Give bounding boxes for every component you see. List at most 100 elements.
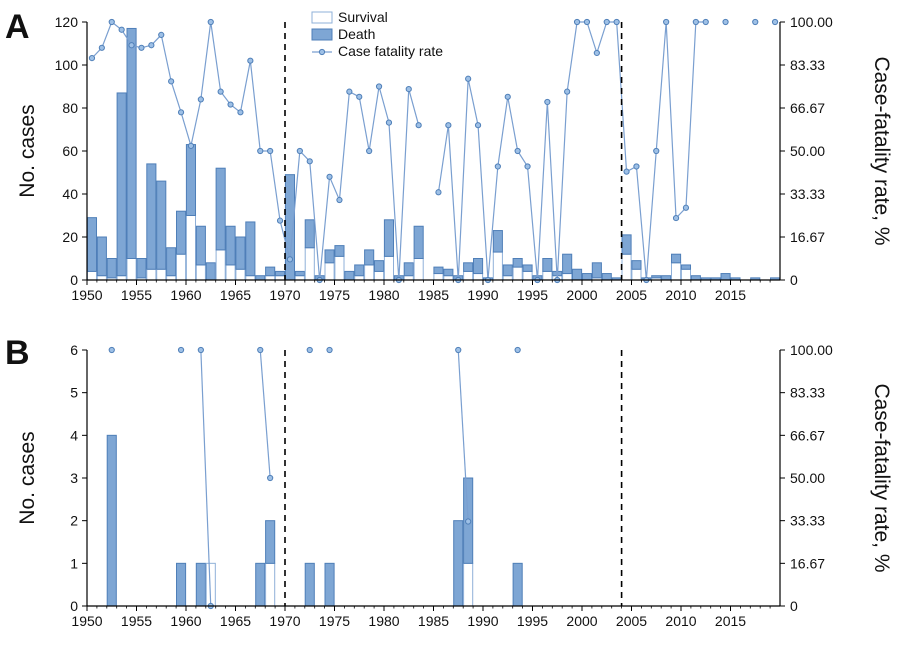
cfr-point-1964 xyxy=(227,101,234,108)
survival-bar-2010 xyxy=(680,268,692,281)
y-tick-label: 1 xyxy=(70,555,78,571)
survival-bar-1968 xyxy=(265,562,276,607)
cfr-point-1952 xyxy=(108,18,115,26)
survival-bar-1959 xyxy=(176,253,187,281)
cfr-point-1965 xyxy=(237,109,244,116)
x-tick-label: 2005 xyxy=(616,287,647,303)
y-tick-label: 3 xyxy=(70,470,78,486)
cfr-point-2002 xyxy=(603,18,610,26)
survival-bar-1968 xyxy=(265,275,276,281)
cfr-point-2011 xyxy=(692,18,699,26)
death-bar-1972 xyxy=(304,219,315,249)
death-bar-1972 xyxy=(304,562,315,607)
x-tick-label: 2010 xyxy=(665,613,696,629)
x-tick-label: 2005 xyxy=(616,613,647,629)
death-bar-1996 xyxy=(542,258,553,272)
cfr-point-2012 xyxy=(702,18,709,26)
y-axis-title: No. cases xyxy=(16,431,39,524)
death-bar-1992 xyxy=(502,264,513,277)
cfr-point-1963 xyxy=(217,88,224,95)
cfr-point-1950 xyxy=(88,55,96,62)
x-tick-label: 2000 xyxy=(566,613,597,629)
cfr-line-segment xyxy=(457,349,469,522)
death-bar-1966 xyxy=(245,221,256,277)
death-bar-1951 xyxy=(96,236,107,277)
death-bar-1983 xyxy=(413,225,424,259)
survival-bar-1954 xyxy=(126,258,137,281)
death-bar-1963 xyxy=(215,167,226,251)
death-bar-1978 xyxy=(364,249,375,266)
cfr-point-1980 xyxy=(385,119,393,126)
cfr-point-1951 xyxy=(98,44,105,51)
survival-bar-1961 xyxy=(195,264,206,281)
cfr-point-1996 xyxy=(544,98,551,106)
survival-bar-1965 xyxy=(235,268,246,281)
y2-axis-title: Case-fatality rate, % xyxy=(870,383,893,572)
cfr-point-1986 xyxy=(445,122,452,129)
survival-bar-1951 xyxy=(96,275,107,281)
death-bar-2008 xyxy=(661,275,672,281)
survival-bar-1998 xyxy=(562,273,573,281)
death-bar-1986 xyxy=(443,268,454,277)
survival-bar-1957 xyxy=(156,268,167,281)
death-bar-1979 xyxy=(374,260,385,272)
y-tick-label: 5 xyxy=(70,385,78,401)
survival-bar-1963 xyxy=(215,249,226,281)
death-bar-1954 xyxy=(126,27,137,260)
survival-bar-2009 xyxy=(671,262,682,281)
panel-a: A 1950 1955 1960 1965 1970 1975 1980 1985 1990 199… xyxy=(5,8,893,303)
x-tick-label: 1980 xyxy=(368,613,399,629)
cfr-point-1968 xyxy=(267,474,274,482)
survival-bar-1975 xyxy=(334,255,345,281)
death-bar-2009 xyxy=(671,253,682,264)
panel-b: B 1950 1955 1960 1965 1970 1975 1980 1985 1990 199… xyxy=(5,334,893,629)
bars xyxy=(106,434,523,607)
death-bar-2000 xyxy=(581,273,593,281)
y2-tick-label: 0 xyxy=(790,598,798,614)
death-bar-1952 xyxy=(106,258,117,279)
survival-bar-1994 xyxy=(522,270,533,281)
death-bar-1985 xyxy=(433,266,444,275)
cfr-point-2007 xyxy=(653,147,660,155)
y2-tick-label: 16.67 xyxy=(790,229,825,245)
y2-tick-label: 50.00 xyxy=(790,470,825,486)
legend-swatch-cfr-marker xyxy=(318,48,326,56)
y-tick-label: 20 xyxy=(62,229,78,245)
death-bar-1976 xyxy=(344,270,355,281)
death-bar-1974 xyxy=(324,249,335,264)
y-axis-title: No. cases xyxy=(16,104,39,197)
death-bar-1959 xyxy=(176,210,187,255)
axes: 1950 1955 1960 1965 1970 1975 1980 1985 1990 1995… xyxy=(16,14,893,303)
death-bar-1987 xyxy=(453,520,464,607)
cfr-point-1987 xyxy=(455,346,462,354)
survival-bar-1980 xyxy=(383,255,395,281)
death-bar-1962 xyxy=(205,262,216,281)
cfr-point-1957 xyxy=(158,31,165,39)
death-bar-2007 xyxy=(651,275,662,279)
cfr-point-2005 xyxy=(633,163,640,170)
survival-bar-1993 xyxy=(512,266,523,281)
survival-bar-1950 xyxy=(86,270,98,281)
cfr-point-1972 xyxy=(306,346,313,354)
death-bar-2004 xyxy=(621,234,632,255)
death-bar-2011 xyxy=(690,275,701,281)
cfr-point-1959 xyxy=(177,346,185,354)
cfr-point-2001 xyxy=(593,49,600,57)
y2-tick-label: 83.33 xyxy=(790,385,825,401)
death-bar-1998 xyxy=(562,253,573,275)
y2-tick-label: 83.33 xyxy=(790,57,825,73)
cfr-point-1988 xyxy=(465,518,472,525)
survival-bar-1978 xyxy=(364,264,375,281)
y-tick-label: 120 xyxy=(55,14,79,30)
death-bar-1989 xyxy=(473,258,484,275)
x-tick-label: 1975 xyxy=(319,287,350,303)
death-bar-1975 xyxy=(334,245,345,257)
survival-bar-1986 xyxy=(443,275,454,281)
cfr-line xyxy=(88,18,779,284)
cfr-point-1993 xyxy=(514,147,521,155)
cfr-point-1977 xyxy=(356,93,363,100)
cfr-line-segment xyxy=(259,349,271,479)
y-tick-label: 60 xyxy=(62,143,78,159)
cfr-point-1960 xyxy=(187,142,195,149)
survival-bar-1956 xyxy=(146,268,157,281)
